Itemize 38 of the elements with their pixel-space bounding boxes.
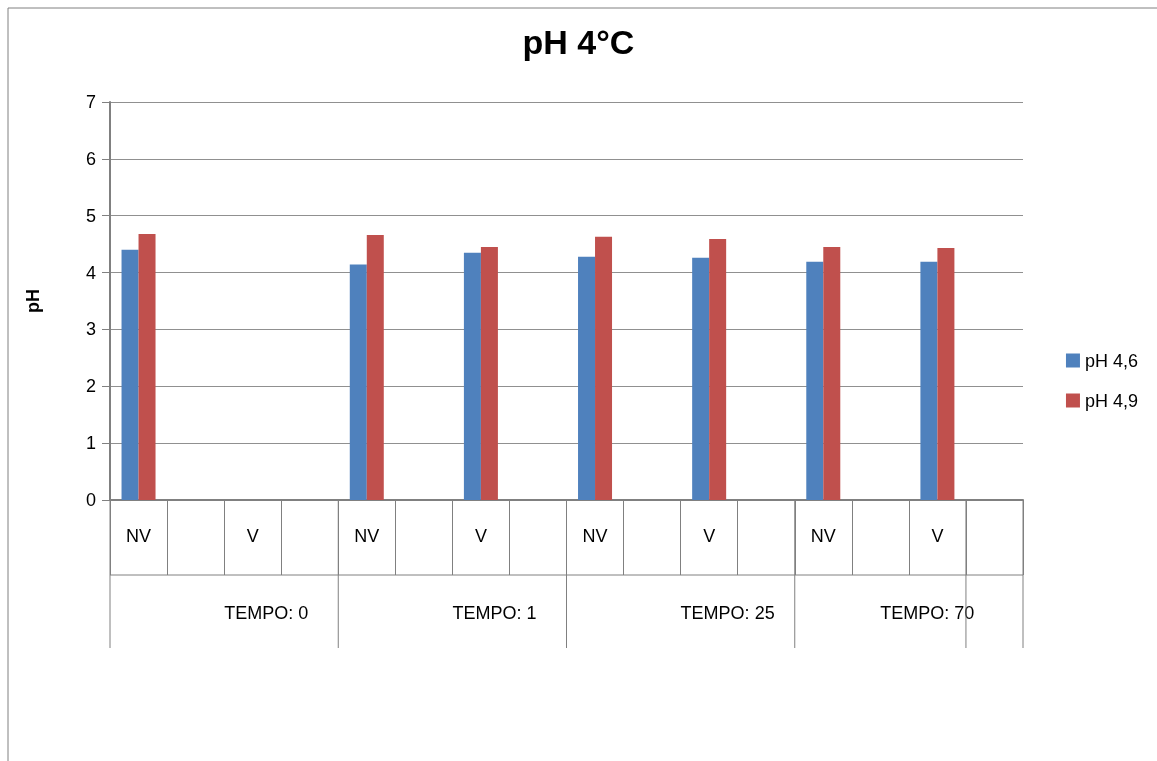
x-tick-label: NV [126,526,152,546]
x-tick-label: V [703,526,716,546]
bar [480,246,498,500]
y-tick-label: 5 [85,205,96,226]
x-tick-label: V [931,526,944,546]
y-tick-label: 3 [85,319,96,340]
bar [578,256,596,500]
legend-label: pH 4,9 [1084,390,1139,411]
bar [349,264,367,500]
bar [463,252,481,500]
y-tick-label: 7 [85,92,96,112]
legend-label: pH 4,6 [1084,350,1139,371]
bar [692,257,710,500]
y-tick-label: 4 [85,262,96,283]
bar [806,261,824,500]
text: TEMPO: 70 [880,603,975,623]
bar [823,246,841,500]
text: TEMPO: 25 [680,603,775,623]
bar [920,261,938,500]
y-tick-label: 2 [85,376,96,397]
chart-title: pH 4°C [522,23,635,61]
bar [366,235,384,500]
bar [709,239,727,500]
text: TEMPO: 0 [224,603,309,623]
bar [937,248,955,500]
text: TEMPO: 1 [452,603,537,623]
bar [595,236,613,500]
x-tick-label: NV [810,526,836,546]
x-tick-label: V [474,526,487,546]
x-tick-label: NV [582,526,608,546]
bar [138,233,156,500]
y-tick-label: 6 [85,148,96,169]
x-tick-label: V [246,526,259,546]
x-tick-label: NV [354,526,380,546]
bar [121,249,139,500]
y-tick-label: 1 [85,433,96,454]
y-axis-title: pH [23,289,43,313]
y-tick-label: 0 [85,490,96,510]
